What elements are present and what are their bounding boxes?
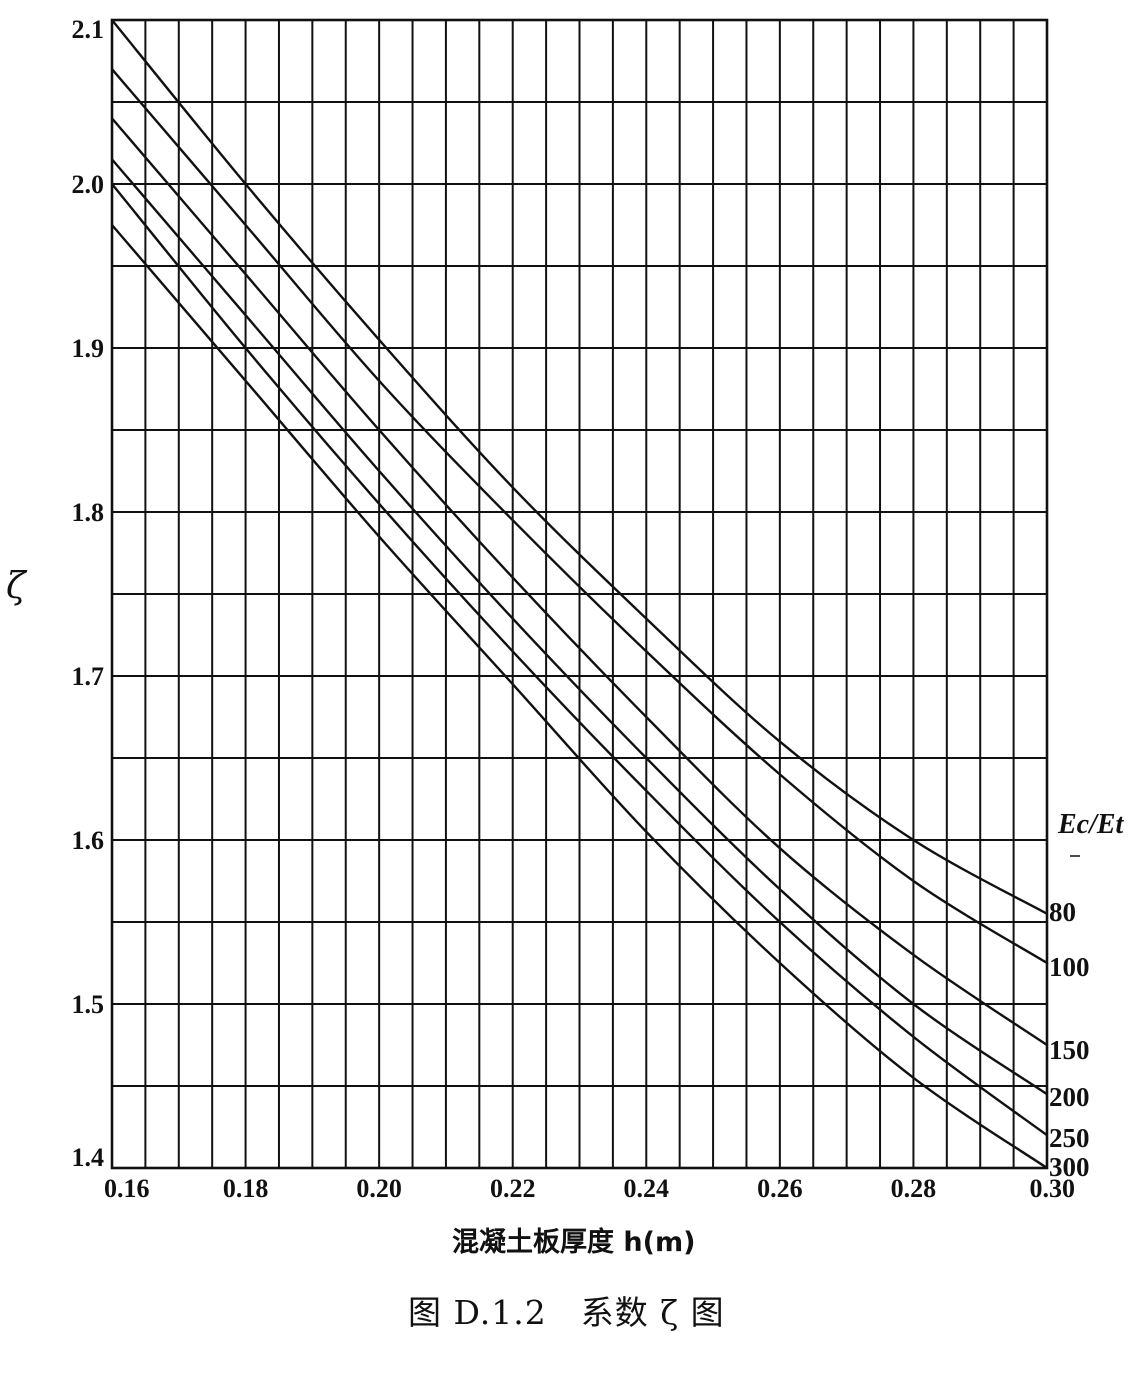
series-curves xyxy=(111,19,1048,1169)
legend-title: Ec/Et xyxy=(1057,809,1125,840)
x-tick-label: 0.26 xyxy=(757,1174,803,1203)
y-tick-label: 1.8 xyxy=(72,498,105,527)
x-tick-label: 0.28 xyxy=(891,1174,937,1203)
legend-entry-100: 100 xyxy=(1049,952,1090,982)
series-line-80 xyxy=(111,19,1048,915)
legend-entry-300: 300 xyxy=(1049,1152,1090,1182)
y-tick-label: 1.6 xyxy=(72,826,105,855)
figure-caption: 图 D.1.2 系数 ζ 图 xyxy=(408,1293,725,1332)
legend-entry-200: 200 xyxy=(1049,1082,1090,1112)
y-tick-labels: 1.4 1.5 1.6 1.7 1.8 1.9 2.0 2.1 xyxy=(72,15,105,1172)
legend-entry-250: 250 xyxy=(1049,1123,1090,1153)
grid-lines xyxy=(110,18,1049,1170)
x-tick-label: 0.18 xyxy=(223,1174,269,1203)
y-tick-label: 2.1 xyxy=(72,15,105,44)
x-tick-label: 0.20 xyxy=(356,1174,402,1203)
y-tick-label: 1.4 xyxy=(72,1143,105,1172)
x-tick-labels: 0.16 0.18 0.20 0.22 0.24 0.26 0.28 0.30 xyxy=(104,1174,1075,1203)
y-tick-label: 2.0 xyxy=(72,170,105,199)
legend-entry-80: 80 xyxy=(1049,897,1076,927)
x-tick-label: 0.16 xyxy=(104,1174,150,1203)
plot-frame xyxy=(110,18,1049,1170)
legend-entry-150: 150 xyxy=(1049,1035,1090,1065)
series-line-100 xyxy=(111,68,1048,965)
series-line-300 xyxy=(111,224,1048,1169)
y-tick-label: 1.5 xyxy=(72,990,105,1019)
x-tick-label: 0.30 xyxy=(1030,1174,1076,1203)
series-line-250 xyxy=(111,183,1048,1137)
y-axis-label: ζ xyxy=(6,566,28,607)
series-line-200 xyxy=(111,158,1048,1096)
x-axis-label: 混凝土板厚度 h(m) xyxy=(452,1226,695,1258)
x-tick-label: 0.24 xyxy=(624,1174,670,1203)
y-tick-label: 1.7 xyxy=(72,662,105,691)
y-tick-label: 1.9 xyxy=(72,334,105,363)
x-tick-label: 0.22 xyxy=(490,1174,536,1203)
series-line-150 xyxy=(111,117,1048,1046)
